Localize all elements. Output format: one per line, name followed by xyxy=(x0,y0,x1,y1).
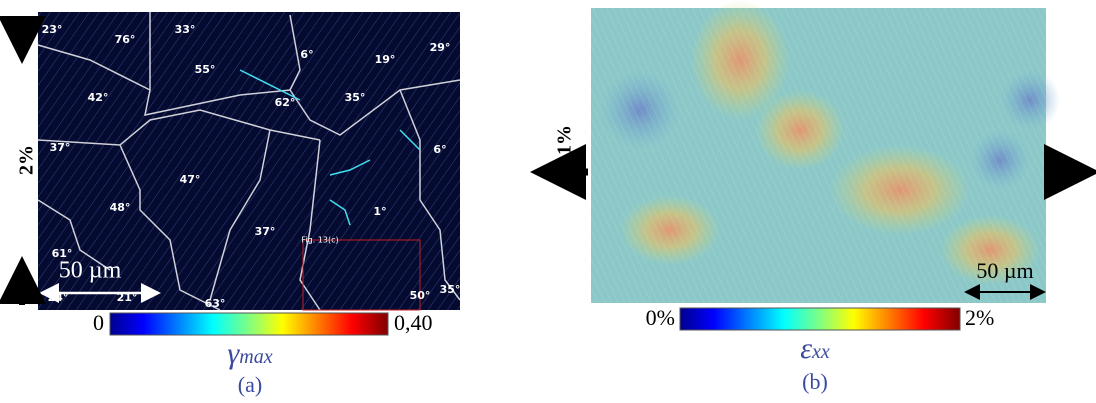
grain-label: 29° xyxy=(430,41,451,54)
grain-label: 35° xyxy=(440,283,461,296)
colorbar xyxy=(679,307,961,331)
cyan-streaks xyxy=(239,69,421,226)
grain-label: 42° xyxy=(88,91,109,104)
strain-label: 1% xyxy=(554,125,576,155)
symbol-subscript: xx xyxy=(811,341,830,363)
grain-label: 76° xyxy=(115,33,136,46)
inset-box xyxy=(302,239,421,311)
grain-label: 6° xyxy=(300,48,313,61)
grain-label: 62° xyxy=(275,96,296,109)
grain-label: 35° xyxy=(345,91,366,104)
scale-bar-label: 50 µm xyxy=(59,258,122,284)
grain-label: 55° xyxy=(195,63,216,76)
slip-lines xyxy=(38,12,460,310)
grain-label: 19° xyxy=(375,53,396,66)
caption: (b) xyxy=(802,369,828,394)
grain-label: 63° xyxy=(205,297,226,310)
grain-label: 61° xyxy=(52,247,73,260)
grain-label: 33° xyxy=(175,23,196,36)
colorbar-max: 2% xyxy=(965,305,994,330)
panel-b: 50 µm xyxy=(591,0,1060,303)
grain-label: 1° xyxy=(373,205,386,218)
grain-label: 23° xyxy=(42,23,63,36)
grain-label: 48° xyxy=(110,201,131,214)
colorbar-min: 0 xyxy=(93,310,104,335)
colorbar-max: 0,40 xyxy=(394,310,433,335)
symbol-main: ε xyxy=(800,332,812,365)
grain-label: 50° xyxy=(410,289,431,302)
grain-label: 37° xyxy=(50,141,71,154)
symbol: γmax xyxy=(227,337,272,370)
colorbar-min: 0% xyxy=(646,305,675,330)
grain-label: 47° xyxy=(180,173,201,186)
symbol-subscript: max xyxy=(239,346,272,368)
panel-a: Fig. 13(c) 23° 76° 33° 55° 6° 19° 29° 42° 62° 35°… xyxy=(37,12,461,311)
grain-label: 6° xyxy=(433,143,446,156)
scale-bar-label: 50 µm xyxy=(976,258,1033,283)
inset-label: Fig. 13(c) xyxy=(301,236,338,245)
symbol-main: γ xyxy=(227,337,240,370)
symbol: εxx xyxy=(800,332,830,365)
colorbar xyxy=(109,312,389,336)
grain-boundaries xyxy=(37,12,461,311)
grain-label: 37° xyxy=(255,225,276,238)
strain-label: 2% xyxy=(16,145,38,175)
microstructure xyxy=(591,8,1046,303)
caption: (a) xyxy=(238,372,262,397)
